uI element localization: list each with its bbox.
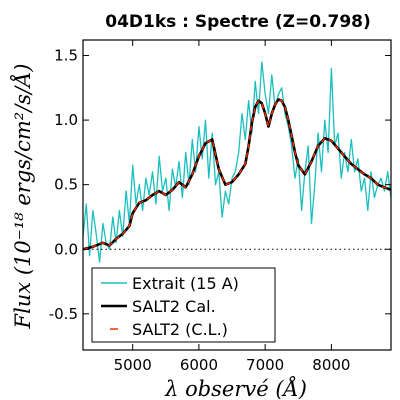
- plot-border: [82, 39, 392, 351]
- series-salt2-cl: [82, 98, 392, 250]
- y-axis-label: Flux (10⁻¹⁸ ergs/cm²/s/Å): [10, 64, 35, 330]
- x-tick-label: 8000: [312, 356, 350, 374]
- legend: Extrait (15 A) SALT2 Cal. SALT2 (C.L.): [91, 267, 276, 343]
- x-axis-ticks: 5000 6000 7000 8000: [114, 40, 350, 374]
- y-tick-label: 1.5: [54, 47, 78, 65]
- y-tick-label: 0.0: [54, 240, 78, 258]
- y-tick-label: -0.5: [49, 305, 78, 323]
- x-tick-label: 6000: [180, 356, 218, 374]
- y-tick-label: 0.5: [54, 176, 78, 194]
- chart-title: 04D1ks : Spectre (Z=0.798): [105, 12, 371, 32]
- x-tick-label: 5000: [114, 356, 152, 374]
- series-layer: [82, 61, 392, 263]
- x-tick-label: 7000: [246, 356, 284, 374]
- y-tick-label: 1.0: [54, 111, 78, 129]
- legend-label-salt2-cl: SALT2 (C.L.): [132, 320, 228, 339]
- legend-label-extrait: Extrait (15 A): [132, 274, 239, 293]
- series-extrait: [82, 61, 392, 263]
- y-axis-ticks: -0.5 0.0 0.5 1.0 1.5: [49, 47, 391, 323]
- legend-label-salt2-cal: SALT2 Cal.: [132, 297, 216, 316]
- x-axis-label: λ observé (Å): [164, 376, 307, 400]
